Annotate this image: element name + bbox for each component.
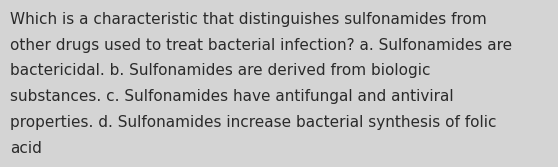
Text: substances. c. Sulfonamides have antifungal and antiviral: substances. c. Sulfonamides have antifun… [10,89,454,104]
Text: other drugs used to treat bacterial infection? a. Sulfonamides are: other drugs used to treat bacterial infe… [10,38,512,53]
Text: acid: acid [10,141,42,156]
Text: bactericidal. b. Sulfonamides are derived from biologic: bactericidal. b. Sulfonamides are derive… [10,63,431,78]
Text: properties. d. Sulfonamides increase bacterial synthesis of folic: properties. d. Sulfonamides increase bac… [10,115,497,130]
Text: Which is a characteristic that distinguishes sulfonamides from: Which is a characteristic that distingui… [10,12,487,27]
